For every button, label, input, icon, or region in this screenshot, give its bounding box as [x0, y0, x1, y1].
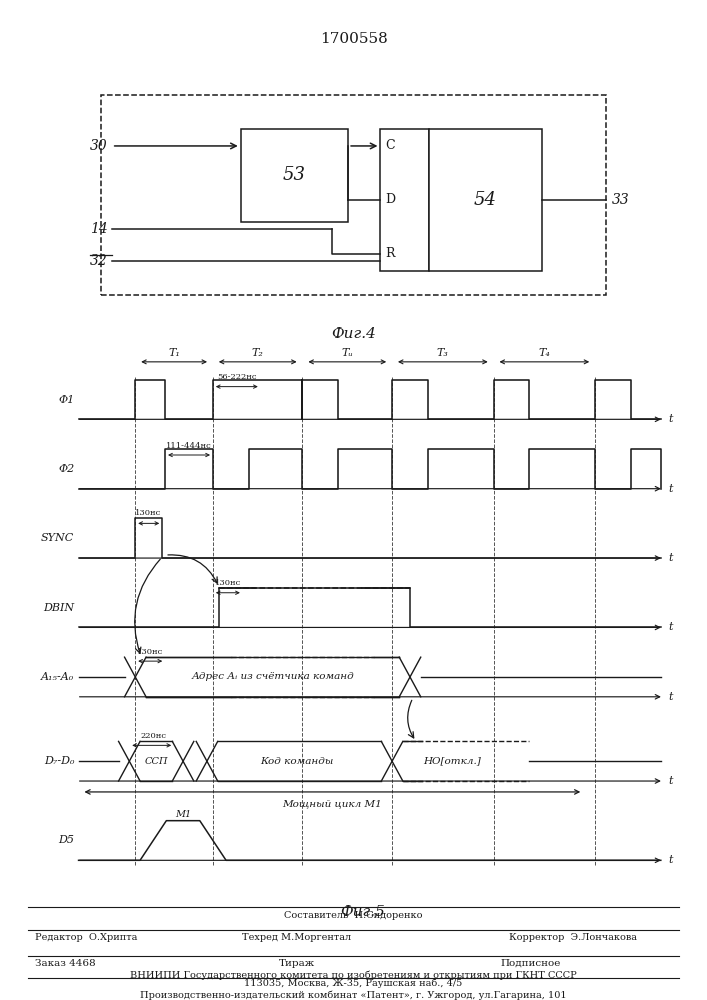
Text: М1: М1 — [175, 810, 191, 819]
Text: НО[откл.]: НО[откл.] — [423, 757, 481, 766]
Text: Техред М.Моргентал: Техред М.Моргентал — [243, 933, 351, 942]
Text: Корректор  Э.Лончакова: Корректор Э.Лончакова — [509, 933, 637, 942]
Text: 53: 53 — [283, 166, 306, 184]
Text: 220нс: 220нс — [140, 732, 166, 740]
Text: 1700558: 1700558 — [320, 32, 387, 46]
Text: T₃: T₃ — [437, 348, 449, 358]
Text: T₂: T₂ — [252, 348, 264, 358]
Text: 32: 32 — [90, 254, 108, 268]
Text: T₄: T₄ — [539, 348, 550, 358]
Text: Tᵤ: Tᵤ — [341, 348, 354, 358]
Text: Фиг.4: Фиг.4 — [331, 327, 376, 341]
Text: t: t — [668, 855, 672, 865]
Text: Фиг.5: Фиг.5 — [340, 905, 385, 919]
Text: A₁₅-A₀: A₁₅-A₀ — [41, 672, 74, 682]
Text: Тираж: Тираж — [279, 959, 315, 968]
Text: Мощный цикл М1: Мощный цикл М1 — [283, 799, 382, 808]
Text: 130нс: 130нс — [135, 509, 162, 517]
Text: 130нс: 130нс — [137, 648, 163, 656]
Text: C: C — [386, 139, 395, 152]
Bar — [101, 95, 606, 295]
Text: D: D — [386, 193, 396, 206]
Text: 111-444нс: 111-444нс — [166, 442, 212, 450]
Text: 14: 14 — [90, 222, 108, 236]
Text: t: t — [668, 692, 672, 702]
Text: Составитель  Н.Сидоренко: Составитель Н.Сидоренко — [284, 911, 423, 920]
Text: 30: 30 — [90, 139, 108, 153]
Text: t: t — [668, 484, 672, 494]
Text: D5: D5 — [59, 835, 74, 845]
Text: 113035, Москва, Ж-35, Раушская наб., 4/5: 113035, Москва, Ж-35, Раушская наб., 4/5 — [245, 979, 462, 988]
Text: Адрес Аᵢ из счётчика команд: Адрес Аᵢ из счётчика команд — [192, 672, 354, 681]
Text: Заказ 4468: Заказ 4468 — [35, 959, 96, 968]
Text: t: t — [668, 553, 672, 563]
Text: DBIN: DBIN — [43, 603, 74, 613]
Text: t: t — [668, 414, 672, 424]
Text: ВНИИПИ Государственного комитета по изобретениям и открытиям при ГКНТ СССР: ВНИИПИ Государственного комитета по изоб… — [130, 970, 577, 980]
Text: Φ2: Φ2 — [58, 464, 74, 474]
Text: Код команды: Код команды — [260, 757, 333, 766]
Bar — [240, 129, 348, 222]
Text: Редактор  О.Хрипта: Редактор О.Хрипта — [35, 933, 138, 942]
Text: Производственно-издательский комбинат «Патент», г. Ужгород, ул.Гагарина, 101: Производственно-издательский комбинат «П… — [140, 990, 567, 1000]
Text: t: t — [668, 622, 672, 632]
Text: SYNC: SYNC — [41, 533, 74, 543]
Bar — [380, 129, 428, 271]
Text: D₇-D₀: D₇-D₀ — [44, 756, 74, 766]
Text: T₁: T₁ — [168, 348, 180, 358]
Text: 54: 54 — [474, 191, 496, 209]
Text: 130нс: 130нс — [215, 579, 241, 587]
Text: 56-222нс: 56-222нс — [217, 373, 257, 381]
Text: Подписное: Подписное — [500, 959, 561, 968]
Text: 33: 33 — [612, 193, 629, 207]
Text: t: t — [668, 776, 672, 786]
Text: ССП: ССП — [144, 757, 168, 766]
Text: R: R — [386, 247, 395, 260]
Bar — [428, 129, 542, 271]
Text: Φ1: Φ1 — [58, 395, 74, 405]
